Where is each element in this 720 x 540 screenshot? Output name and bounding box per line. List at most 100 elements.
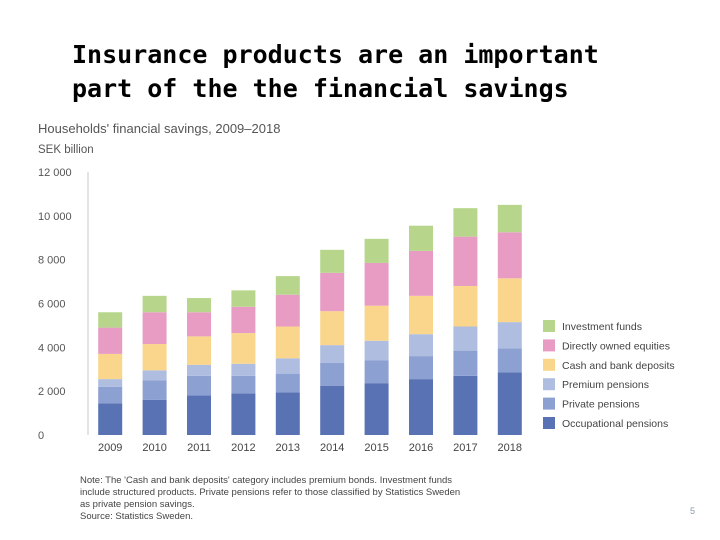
- y-tick-label: 10 000: [38, 211, 72, 223]
- bar-segment: [275, 358, 300, 374]
- bar-segment: [98, 386, 123, 404]
- bar-segment: [497, 232, 522, 279]
- x-tick-label: 2018: [498, 442, 522, 454]
- x-tick-label: 2011: [187, 442, 211, 454]
- bar-segment: [187, 312, 211, 337]
- legend-label: Directly owned equities: [562, 340, 670, 352]
- x-tick-label: 2017: [453, 442, 477, 454]
- x-tick-label: 2015: [364, 442, 388, 454]
- y-tick-label: 12 000: [38, 167, 72, 179]
- bar-segment: [98, 379, 123, 387]
- bar-segment: [364, 383, 389, 435]
- bar-segment: [231, 333, 256, 364]
- bar-segment: [320, 311, 345, 346]
- bar-segment: [320, 362, 345, 386]
- y-tick-label: 8 000: [38, 255, 66, 267]
- bar-segment: [364, 340, 389, 361]
- bar-segment: [409, 379, 433, 435]
- bar-segment: [187, 336, 211, 365]
- chart-note: Note: The 'Cash and bank deposits' categ…: [80, 475, 480, 523]
- note-line: include structured products. Private pen…: [80, 487, 461, 498]
- bar-segment: [320, 345, 345, 363]
- legend-swatch: [543, 358, 555, 371]
- bar-segment: [453, 208, 478, 237]
- bar-segment: [142, 344, 167, 371]
- bar-segment: [98, 353, 123, 380]
- bar-segment: [453, 326, 478, 351]
- bar-segment: [142, 370, 167, 381]
- legend-label: Private pensions: [562, 399, 640, 411]
- y-tick-label: 2 000: [38, 386, 66, 398]
- bar-segment: [231, 375, 256, 394]
- legend-swatch: [543, 320, 555, 332]
- bar-segment: [187, 364, 211, 376]
- bar-segment: [497, 278, 522, 323]
- bar-segment: [275, 276, 300, 295]
- legend-swatch: [543, 378, 555, 391]
- bar-segment: [497, 372, 522, 435]
- y-tick-label: 0: [38, 430, 44, 442]
- bar-segment: [453, 285, 478, 327]
- bar-segment: [275, 392, 300, 435]
- note-line: Note: The 'Cash and bank deposits' categ…: [80, 475, 453, 486]
- bar-segment: [142, 295, 167, 313]
- bar-segment: [275, 326, 300, 359]
- y-axis-unit-label: SEK billion: [38, 144, 94, 156]
- bar-segment: [364, 238, 389, 263]
- bar-segment: [409, 295, 433, 335]
- bar-segment: [409, 225, 433, 251]
- x-tick-label: 2014: [320, 442, 344, 454]
- legend-label: Occupational pensions: [562, 418, 668, 430]
- bar-segment: [231, 306, 256, 334]
- chart-title: Households' financial savings, 2009–2018: [38, 121, 281, 136]
- x-tick-label: 2009: [98, 442, 122, 454]
- legend-swatch: [543, 339, 555, 352]
- bar-segment: [409, 356, 433, 380]
- slide-title-line-2: part of the the financial savings: [72, 74, 569, 103]
- bar-segment: [453, 350, 478, 376]
- bar-segment: [275, 294, 300, 327]
- bar-segment: [497, 348, 522, 373]
- bar-segment: [187, 298, 211, 313]
- bar-segment: [231, 393, 256, 435]
- bar-segment: [142, 312, 167, 345]
- bar-segment: [320, 249, 345, 273]
- legend-swatch: [543, 397, 555, 410]
- legend-swatch: [543, 417, 555, 429]
- slide-title-line-1: Insurance products are an important: [72, 40, 599, 69]
- bar-segment: [187, 395, 211, 435]
- note-line: as private pension savings.: [80, 499, 195, 510]
- bar-segment: [187, 375, 211, 396]
- x-tick-label: 2016: [409, 442, 433, 454]
- bar-segment: [497, 204, 522, 233]
- y-tick-label: 4 000: [38, 342, 66, 354]
- legend-label: Investment funds: [562, 321, 642, 333]
- bar-segment: [453, 236, 478, 286]
- bar-segment: [98, 403, 123, 435]
- bar-segment: [497, 322, 522, 349]
- slide-title: Insurance products are an important part…: [72, 38, 692, 106]
- page-number: 5: [690, 506, 696, 516]
- bar-segment: [320, 385, 345, 435]
- bar-segment: [409, 250, 433, 296]
- bar-segment: [98, 327, 123, 354]
- bar-segment: [231, 290, 256, 307]
- bar-segment: [364, 360, 389, 384]
- legend-label: Cash and bank deposits: [562, 360, 675, 372]
- bar-segment: [142, 399, 167, 435]
- source-line: Source: Statistics Sweden.: [80, 511, 193, 522]
- bar-segment: [98, 312, 123, 328]
- bar-segment: [320, 272, 345, 312]
- bar-segment: [231, 363, 256, 376]
- bar-segment: [409, 334, 433, 357]
- x-tick-label: 2012: [231, 442, 255, 454]
- bar-segment: [275, 373, 300, 393]
- x-tick-label: 2013: [276, 442, 300, 454]
- legend-label: Premium pensions: [562, 379, 649, 391]
- bar-segment: [142, 380, 167, 400]
- bar-segment: [453, 375, 478, 435]
- x-tick-label: 2010: [142, 442, 166, 454]
- bar-segment: [364, 262, 389, 306]
- y-tick-label: 6 000: [38, 299, 66, 311]
